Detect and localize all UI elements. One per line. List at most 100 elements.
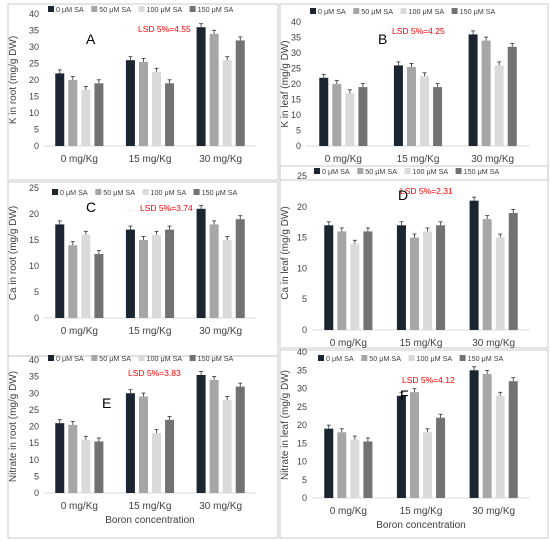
bar <box>165 83 175 146</box>
x-tick-label: 30 mg/Kg <box>199 154 242 165</box>
y-axis-label: Nitrate in leaf (mg/g DW) <box>280 370 291 480</box>
panel-letter: C <box>86 199 96 215</box>
legend-label: 0 μM SA <box>322 167 350 176</box>
bar <box>406 66 416 146</box>
chart-b: 0 5 10 15 20 25 30 35 40 K in leaf (mg/g DW) 0 mg/… <box>279 3 549 181</box>
y-tick-label: 20 <box>29 75 39 85</box>
bar <box>469 200 479 330</box>
bar <box>332 84 342 146</box>
y-tick-label: 10 <box>297 263 307 273</box>
chart-c: 0 5 10 15 20 25 Ca in root (mg/g DW) 0 mg/Kg 15 … <box>7 181 279 357</box>
bar <box>337 432 347 498</box>
bar <box>350 243 360 330</box>
bar <box>81 89 91 146</box>
legend-swatch <box>408 355 415 361</box>
bar <box>350 439 360 498</box>
legend-swatch <box>455 168 462 174</box>
legend-label: 0 μM SA <box>56 5 84 14</box>
bar <box>68 245 78 318</box>
panel-frame <box>7 3 279 181</box>
y-tick-label: 15 <box>297 233 307 243</box>
y-tick-label: 5 <box>34 471 39 481</box>
y-axis-label: Ca in leaf (mg/g DW) <box>280 206 291 299</box>
bar <box>125 60 135 147</box>
y-tick-label: 35 <box>297 365 307 375</box>
bar <box>94 441 104 493</box>
bar <box>81 234 91 318</box>
y-tick-label: 0 <box>302 325 307 335</box>
bar <box>507 46 517 146</box>
y-tick-label: 15 <box>297 438 307 448</box>
panel-letter: D <box>398 187 408 203</box>
bar <box>436 417 446 498</box>
legend-swatch <box>52 189 58 195</box>
y-tick-label: 10 <box>291 110 301 120</box>
bar <box>209 224 219 318</box>
x-tick-label: 0 mg/Kg <box>330 338 367 349</box>
y-axis-label: Ca in root (mg/g DW) <box>8 206 19 300</box>
lsd-label: LSD 5%=4.25 <box>392 26 445 36</box>
panel-frame <box>279 165 549 349</box>
bar <box>468 34 478 146</box>
y-tick-label: 5 <box>302 294 307 304</box>
legend-label: 100 μM SA <box>413 167 449 176</box>
x-tick-label: 0 mg/Kg <box>61 326 98 337</box>
y-tick-label: 0 <box>34 313 39 323</box>
y-tick-label: 5 <box>34 125 39 135</box>
legend-label: 100 μM SA <box>409 7 445 16</box>
x-axis-label: Boron concentration <box>105 515 195 526</box>
y-tick-label: 10 <box>297 457 307 467</box>
chart-f: 0 5 10 15 20 25 30 35 40 Nitrate in leaf (mg/g DW… <box>279 347 549 539</box>
legend-swatch <box>138 355 145 361</box>
panel-letter: E <box>102 395 111 411</box>
legend-swatch <box>95 189 102 195</box>
lsd-label: LSD 5%=4.12 <box>402 375 455 385</box>
legend-swatch <box>353 8 360 14</box>
bar <box>138 61 148 146</box>
y-tick-label: 25 <box>291 64 301 74</box>
legend-label: 150 μM SA <box>202 188 238 197</box>
x-tick-label: 30 mg/Kg <box>199 326 242 337</box>
y-tick-label: 5 <box>302 475 307 485</box>
bar <box>396 225 406 330</box>
legend-label: 0 μM SA <box>60 188 88 197</box>
bar <box>94 83 104 146</box>
bar <box>235 40 245 146</box>
y-tick-label: 15 <box>29 92 39 102</box>
lsd-label: LSD 5%=4.55 <box>138 24 191 34</box>
x-tick-label: 15 mg/Kg <box>400 338 443 349</box>
bar <box>409 237 419 330</box>
legend-swatch <box>193 189 200 195</box>
legend-swatch <box>314 168 320 174</box>
panel-letter: A <box>86 31 96 47</box>
x-tick-label: 30 mg/Kg <box>472 506 515 517</box>
y-tick-label: 40 <box>291 17 301 27</box>
y-tick-label: 40 <box>29 9 39 19</box>
legend-swatch <box>48 355 54 361</box>
chart-d: 0 5 10 15 20 25 Ca in leaf (mg/g DW) 0 mg/Kg 15 … <box>279 165 549 349</box>
legend-swatch <box>310 8 316 14</box>
legend-swatch <box>459 355 466 361</box>
bar <box>235 386 245 493</box>
bar <box>420 76 430 146</box>
legend-label: 50 μM SA <box>99 5 131 14</box>
legend-label: 100 μM SA <box>147 354 183 363</box>
bar <box>363 231 373 330</box>
y-tick-label: 40 <box>29 355 39 365</box>
legend-swatch <box>138 6 145 12</box>
bar <box>55 224 65 318</box>
bar <box>482 219 492 330</box>
bar <box>196 374 206 493</box>
bar <box>68 80 78 146</box>
bar <box>125 229 135 318</box>
legend-label: 100 μM SA <box>417 354 453 363</box>
legend-swatch <box>318 355 324 361</box>
legend-label: 150 μM SA <box>468 354 504 363</box>
y-tick-label: 35 <box>29 372 39 382</box>
y-tick-label: 10 <box>29 108 39 118</box>
legend-label: 50 μM SA <box>103 188 135 197</box>
bar <box>494 65 504 146</box>
legend-label: 0 μM SA <box>56 354 84 363</box>
y-tick-label: 30 <box>29 42 39 52</box>
